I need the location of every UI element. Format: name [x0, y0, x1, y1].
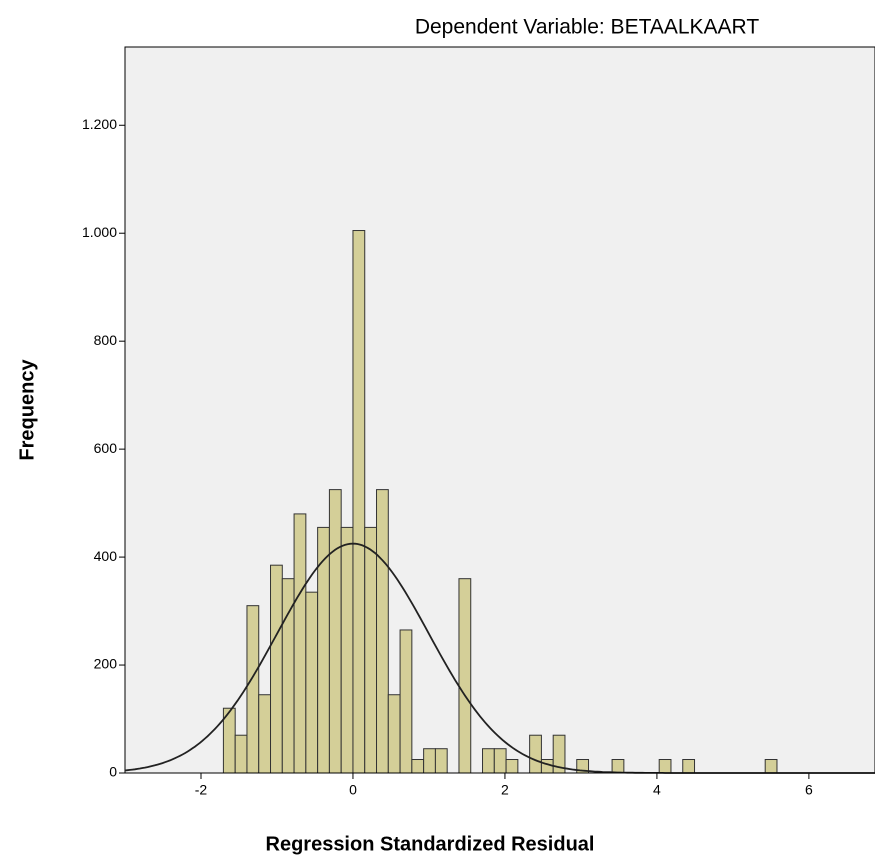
bar — [764, 759, 778, 774]
y-tick-label: 1.000 — [82, 224, 117, 240]
x-tick-label: -2 — [195, 782, 208, 798]
bar — [352, 230, 366, 774]
y-tick-label: 800 — [94, 332, 118, 348]
bar — [423, 748, 436, 774]
bar — [328, 489, 342, 774]
bar — [364, 526, 378, 774]
bar — [376, 489, 389, 774]
chart-title: Dependent Variable: BETAALKAART — [415, 16, 760, 39]
bar — [611, 759, 625, 774]
bar — [399, 629, 413, 774]
bar — [270, 564, 283, 774]
y-tick-label: 1.200 — [82, 116, 117, 132]
x-axis-label: Regression Standardized Residual — [266, 833, 595, 855]
bar — [258, 694, 272, 774]
x-tick-label: 0 — [349, 782, 357, 798]
bar — [340, 526, 354, 774]
bar — [234, 734, 248, 774]
bar — [387, 694, 401, 774]
x-tick-label: 6 — [805, 782, 813, 798]
y-tick-label: 200 — [94, 656, 118, 672]
bar — [493, 748, 507, 774]
y-tick-label: 0 — [109, 764, 117, 780]
bar — [293, 513, 307, 774]
y-tick-label: 600 — [94, 440, 118, 456]
bar — [682, 759, 696, 774]
x-tick-label: 2 — [501, 782, 509, 798]
y-axis-label: Frequency — [16, 359, 38, 461]
bar — [529, 734, 542, 774]
bar — [246, 605, 260, 774]
bar — [458, 578, 472, 774]
plot-area — [124, 46, 875, 774]
bar — [434, 748, 448, 774]
bar — [411, 759, 425, 774]
x-tick-label: 4 — [653, 782, 661, 798]
bar — [505, 759, 519, 774]
bar — [482, 748, 495, 774]
y-tick-label: 400 — [94, 548, 118, 564]
bar — [658, 759, 672, 774]
bar — [305, 591, 319, 774]
